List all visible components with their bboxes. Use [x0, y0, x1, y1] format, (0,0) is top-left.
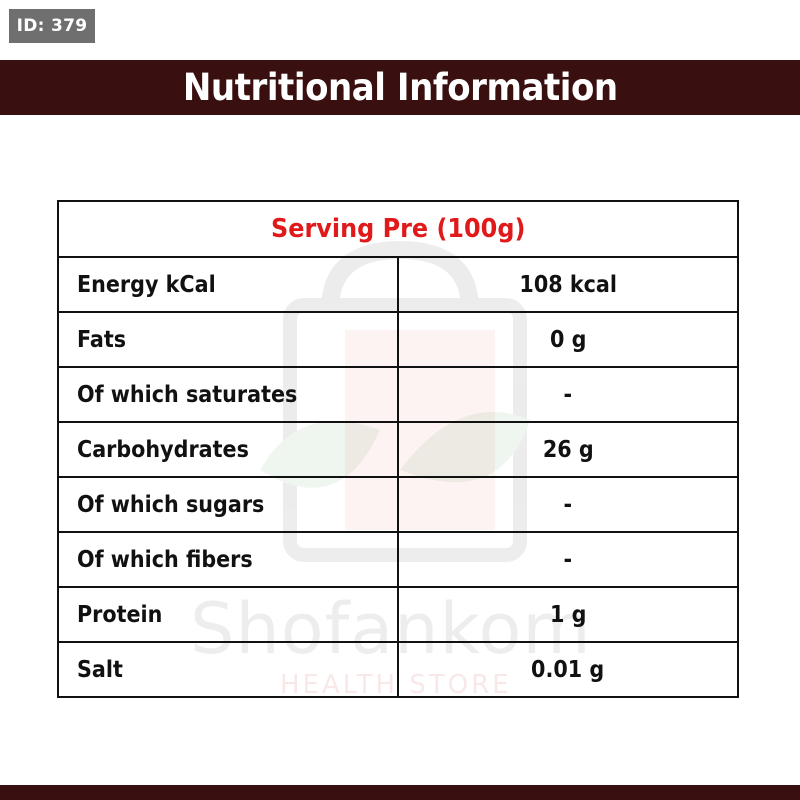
row-label-cell: Fats: [57, 311, 399, 368]
table-row: Of which fibers -: [57, 531, 739, 588]
table-row: Salt 0.01 g: [57, 641, 739, 698]
row-label: Of which sugars: [77, 491, 265, 518]
id-badge: ID: 379: [9, 9, 95, 43]
row-value: -: [563, 381, 573, 408]
row-value: 1 g: [549, 601, 587, 628]
table-row: Of which sugars -: [57, 476, 739, 533]
row-value: 0.01 g: [531, 656, 605, 683]
nutrition-table: Serving Pre (100g) Energy kCal 108 kcal …: [57, 200, 739, 698]
row-label: Of which saturates: [77, 381, 298, 408]
row-value: 108 kcal: [519, 271, 617, 298]
row-value-cell: 108 kcal: [397, 256, 739, 313]
row-label-cell: Energy kCal: [57, 256, 399, 313]
row-label: Carbohydrates: [77, 436, 249, 463]
table-row: Of which saturates -: [57, 366, 739, 423]
row-label: Of which fibers: [77, 546, 253, 573]
row-value-cell: 1 g: [397, 586, 739, 643]
row-label-cell: Carbohydrates: [57, 421, 399, 478]
page-title: Nutritional Information: [182, 66, 618, 109]
table-row: Energy kCal 108 kcal: [57, 256, 739, 313]
row-value-cell: -: [397, 476, 739, 533]
row-label: Protein: [77, 601, 163, 628]
serving-row: Serving Pre (100g): [57, 200, 739, 258]
row-label: Salt: [77, 656, 123, 683]
row-value: 0 g: [549, 326, 587, 353]
table-row: Fats 0 g: [57, 311, 739, 368]
row-label-cell: Salt: [57, 641, 399, 698]
row-label-cell: Protein: [57, 586, 399, 643]
header-band: Nutritional Information: [0, 60, 800, 115]
row-value-cell: 0.01 g: [397, 641, 739, 698]
row-value: -: [563, 491, 573, 518]
serving-label: Serving Pre (100g): [270, 214, 526, 244]
table-row: Protein 1 g: [57, 586, 739, 643]
row-label: Fats: [77, 326, 127, 353]
row-label-cell: Of which saturates: [57, 366, 399, 423]
row-label: Energy kCal: [77, 271, 216, 298]
table-row: Carbohydrates 26 g: [57, 421, 739, 478]
row-label-cell: Of which sugars: [57, 476, 399, 533]
row-value-cell: -: [397, 531, 739, 588]
row-value-cell: -: [397, 366, 739, 423]
serving-header: Serving Pre (100g): [57, 200, 739, 258]
row-value-cell: 26 g: [397, 421, 739, 478]
row-value-cell: 0 g: [397, 311, 739, 368]
row-label-cell: Of which fibers: [57, 531, 399, 588]
footer-band: [0, 785, 800, 800]
row-value: -: [563, 546, 573, 573]
row-value: 26 g: [542, 436, 594, 463]
